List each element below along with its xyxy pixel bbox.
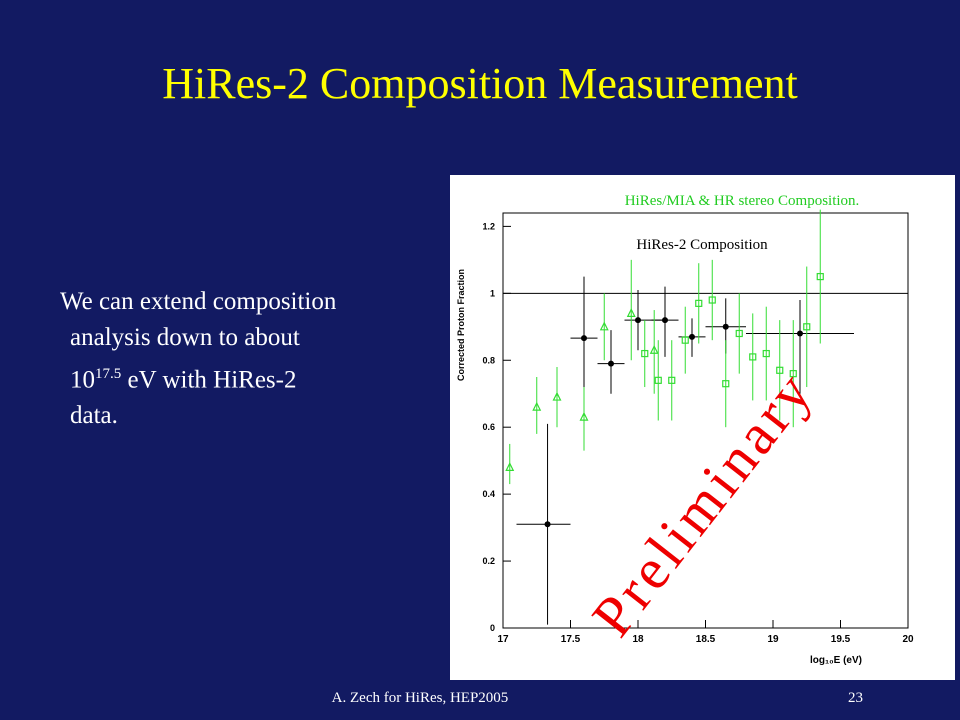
y-tick-label: 0.6 <box>482 422 495 432</box>
data-point <box>816 272 824 281</box>
y-tick-label: 0 <box>490 623 495 633</box>
data-point <box>695 299 703 307</box>
body-text-part: 10 <box>70 366 95 394</box>
data-point <box>581 335 587 342</box>
x-tick-label: 17.5 <box>561 634 581 645</box>
x-tick-label: 20 <box>902 634 914 645</box>
data-point <box>797 330 803 337</box>
annotation: HiRes-2 Composition <box>636 237 768 253</box>
data-point <box>641 349 649 358</box>
data-point <box>689 333 695 340</box>
data-point <box>803 323 811 331</box>
annotation: HiRes/MIA & HR stereo Composition. <box>625 193 860 209</box>
chart: HiRes/MIA & HR stereo Composition. HiRes… <box>450 175 955 680</box>
data-point <box>599 321 609 331</box>
data-point <box>749 353 757 361</box>
page-number: 23 <box>848 690 863 706</box>
data-point <box>722 380 730 388</box>
body-line: 1017.5 eV with HiRes-2 <box>60 356 440 398</box>
body-line: data. <box>70 402 118 430</box>
data-point <box>668 376 676 384</box>
data-point <box>776 366 784 374</box>
x-tick-label: 19 <box>767 634 779 645</box>
x-axis-label: log₁₀E (eV) <box>810 655 862 666</box>
data-point <box>579 411 589 421</box>
data-point <box>681 336 689 344</box>
data-point <box>762 349 770 358</box>
data-point <box>505 462 515 471</box>
data-point <box>608 360 614 367</box>
data-point <box>708 296 716 304</box>
data-point <box>722 323 729 330</box>
data-point <box>635 317 641 324</box>
data-point <box>532 401 542 411</box>
data-point <box>735 329 743 338</box>
x-tick-label: 17 <box>497 634 509 645</box>
data-point <box>789 370 797 378</box>
x-tick-label: 18.5 <box>696 634 716 645</box>
slide-title: HiRes-2 Composition Measurement <box>162 59 798 108</box>
data-point <box>654 376 662 384</box>
x-tick-label: 19.5 <box>831 634 851 645</box>
body-text-part: eV with HiRes-2 <box>121 366 297 394</box>
body-text: We can extend composition analysis down … <box>60 284 440 434</box>
y-tick-label: 0.8 <box>482 355 495 365</box>
chart-background <box>450 175 955 680</box>
data-point <box>662 317 668 324</box>
footer: A. Zech for HiRes, HEP2005 <box>331 690 509 706</box>
data-point <box>552 391 562 401</box>
y-axis-label: Corrected Proton Fraction <box>456 269 466 381</box>
data-point <box>626 308 636 318</box>
y-tick-label: 0.2 <box>482 556 495 566</box>
body-line: analysis down to about <box>70 324 300 351</box>
y-tick-label: 1 <box>490 288 495 298</box>
data-point <box>544 521 551 528</box>
data-point <box>649 344 659 354</box>
exponent: 17.5 <box>95 366 122 382</box>
x-tick-label: 18 <box>632 634 644 645</box>
y-tick-label: 1.2 <box>482 221 495 231</box>
y-tick-label: 0.4 <box>482 489 495 499</box>
body-line: We can extend composition <box>60 288 337 315</box>
